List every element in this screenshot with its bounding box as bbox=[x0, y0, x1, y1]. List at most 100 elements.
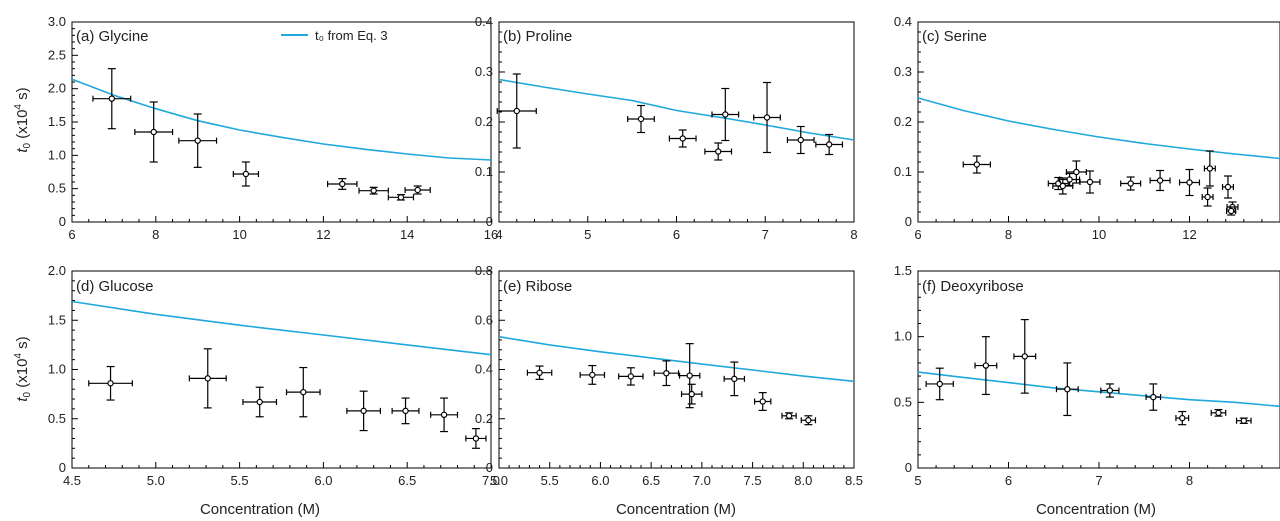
marker bbox=[194, 137, 201, 144]
data-point-proline bbox=[668, 129, 697, 148]
x-tick-label: 6.0 bbox=[591, 473, 609, 488]
data-point-ribose bbox=[680, 383, 703, 405]
y-tick-label: 1.0 bbox=[894, 329, 912, 344]
data-point-deoxyribose bbox=[1210, 408, 1227, 417]
data-point-serine bbox=[1203, 150, 1216, 187]
y-tick-label: 2.0 bbox=[48, 81, 66, 96]
marker bbox=[1204, 193, 1211, 201]
y-tick-label: 1.0 bbox=[48, 362, 66, 377]
x-tick-label: 5.0 bbox=[147, 473, 165, 488]
marker bbox=[825, 141, 833, 148]
marker bbox=[663, 369, 670, 377]
marker bbox=[1224, 183, 1232, 191]
plot-frame-glycine bbox=[71, 21, 492, 223]
y-tick-label: 0 bbox=[486, 214, 493, 229]
data-point-glucose bbox=[430, 397, 459, 433]
x-tick-label: 12 bbox=[316, 227, 330, 242]
marker bbox=[204, 375, 211, 382]
x-tick-label: 7.5 bbox=[744, 473, 762, 488]
marker bbox=[472, 435, 480, 442]
x-tick-label: 8 bbox=[850, 227, 857, 242]
marker bbox=[107, 380, 114, 387]
data-point-glycine bbox=[358, 186, 389, 195]
data-point-deoxyribose bbox=[1100, 383, 1120, 398]
data-point-glucose bbox=[346, 390, 381, 432]
x-tick-label: 5.5 bbox=[541, 473, 559, 488]
y-tick-label: 0.4 bbox=[475, 362, 493, 377]
x-tick-label: 5 bbox=[584, 227, 591, 242]
data-point-ribose bbox=[526, 365, 553, 380]
data-point-proline bbox=[753, 81, 781, 154]
x-tick-label: 6 bbox=[673, 227, 680, 242]
panel-title-ribose: (e) Ribose bbox=[503, 278, 572, 295]
y-tick-label: 1.5 bbox=[894, 263, 912, 278]
marker bbox=[360, 407, 367, 415]
marker bbox=[722, 111, 729, 118]
marker bbox=[763, 114, 771, 121]
panel-title-glucose: (d) Glucose bbox=[76, 278, 154, 295]
data-point-glucose bbox=[285, 366, 321, 418]
marker bbox=[982, 362, 990, 369]
data-point-deoxyribose bbox=[1145, 383, 1162, 411]
data-point-serine bbox=[1226, 206, 1237, 216]
y-tick-label: 0.4 bbox=[475, 14, 493, 29]
x-tick-label: 6 bbox=[68, 227, 75, 242]
x-tick-label: 7.0 bbox=[693, 473, 711, 488]
marker bbox=[513, 107, 520, 115]
y-tick-label: 0.5 bbox=[894, 394, 912, 409]
x-tick-label: 6.5 bbox=[642, 473, 660, 488]
model-curve-glycine bbox=[71, 78, 492, 161]
data-point-glycine bbox=[387, 194, 415, 201]
marker bbox=[797, 136, 804, 144]
data-point-glucose bbox=[188, 348, 227, 409]
data-point-ribose bbox=[753, 392, 772, 411]
marker bbox=[688, 390, 695, 398]
x-tick-label: 10 bbox=[1092, 227, 1106, 242]
x-tick-label: 6 bbox=[914, 227, 921, 242]
marker bbox=[256, 398, 263, 406]
data-point-proline bbox=[627, 104, 655, 134]
data-point-deoxyribose bbox=[974, 336, 998, 396]
data-point-deoxyribose bbox=[1055, 362, 1079, 417]
data-point-serine bbox=[1065, 160, 1087, 184]
data-point-serine bbox=[1178, 168, 1201, 197]
y-tick-label: 2.0 bbox=[48, 263, 66, 278]
x-tick-label: 12 bbox=[1182, 227, 1196, 242]
y-tick-label: 1.0 bbox=[48, 147, 66, 162]
x-axis-title-glucose: Concentration (M) bbox=[200, 501, 320, 518]
x-tick-label: 5.5 bbox=[231, 473, 249, 488]
marker bbox=[1179, 414, 1186, 422]
x-tick-label: 14 bbox=[400, 227, 414, 242]
marker bbox=[627, 373, 635, 380]
panel-serine: 00.10.20.30.468101214 bbox=[894, 14, 1280, 242]
x-tick-label: 10 bbox=[232, 227, 246, 242]
data-point-deoxyribose bbox=[925, 367, 954, 401]
y-tick-label: 1.5 bbox=[48, 312, 66, 327]
plot-frame-ribose bbox=[498, 270, 855, 469]
y-tick-label: 0.2 bbox=[475, 114, 493, 129]
panel-proline: 0 0.1 0.2 0.3 0.4 4 5 6 7 8 bbox=[475, 14, 858, 242]
marker bbox=[973, 161, 981, 168]
marker bbox=[731, 375, 738, 383]
marker bbox=[1106, 387, 1114, 394]
panel-title-glycine: (a) Glycine bbox=[76, 28, 149, 45]
y-tick-label: 0 bbox=[486, 460, 493, 475]
marker bbox=[1150, 393, 1157, 401]
plot-frame-proline bbox=[498, 21, 855, 223]
model-curve-ribose bbox=[498, 335, 855, 383]
data-point-glycine bbox=[232, 161, 260, 187]
data-point-glycine bbox=[326, 178, 358, 190]
marker bbox=[1206, 165, 1214, 172]
marker bbox=[1215, 409, 1222, 417]
panel-title-serine: (c) Serine bbox=[922, 28, 987, 45]
data-point-serine bbox=[1201, 187, 1214, 207]
y-tick-label: 0.4 bbox=[894, 14, 912, 29]
data-point-serine bbox=[1079, 170, 1101, 194]
y-axis-title-top: t0 (x104 s) bbox=[13, 87, 33, 152]
y-tick-label: 0.1 bbox=[894, 164, 912, 179]
marker bbox=[1240, 417, 1248, 424]
plot-frame-glucose bbox=[71, 270, 492, 469]
marker bbox=[1127, 180, 1134, 187]
data-point-ribose bbox=[678, 343, 701, 409]
